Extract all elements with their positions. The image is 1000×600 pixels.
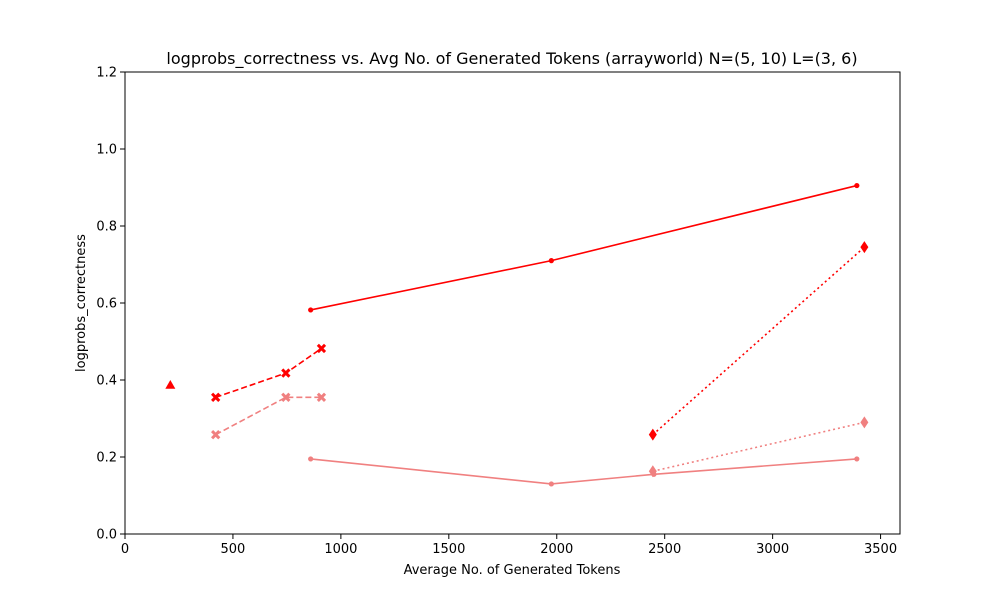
y-tick-label: 0.8 [96, 220, 117, 235]
x-tick-label: 3000 [756, 542, 789, 557]
y-tick-label: 1.0 [96, 143, 117, 158]
series-0-point [548, 258, 554, 264]
series-1-line [310, 458, 857, 485]
series-4-line [215, 396, 322, 436]
series-6-line [652, 421, 865, 473]
chart-title: logprobs_correctness vs. Avg No. of Gene… [166, 49, 857, 69]
series-3-point [211, 392, 221, 402]
series-4-point [281, 392, 291, 402]
y-tick-label: 0.4 [96, 374, 117, 389]
series-4-point [316, 392, 327, 402]
x-tick-label: 2500 [648, 542, 681, 557]
x-axis-label: Average No. of Generated Tokens [404, 563, 621, 578]
plot-area [165, 182, 869, 487]
y-tick-label: 0.0 [96, 528, 117, 543]
y-tick-label: 0.2 [96, 451, 117, 466]
x-tick-label: 1000 [324, 542, 357, 557]
y-tick-label: 1.2 [96, 66, 117, 81]
series-5-line [652, 246, 865, 436]
series-1-point [548, 481, 554, 487]
series-5-point [648, 428, 657, 441]
series-5-point [860, 241, 869, 254]
series-4-point [211, 430, 221, 440]
series-1-point [308, 456, 314, 462]
x-tick-label: 3500 [864, 542, 897, 557]
x-tick-label: 2000 [540, 542, 573, 557]
series-0-point [308, 307, 314, 313]
x-tick-label: 1500 [432, 542, 465, 557]
y-axis-label: logprobs_correctness [74, 234, 89, 372]
series-3-point [316, 343, 327, 354]
series-6-point [648, 465, 657, 478]
x-tick-label: 0 [121, 542, 129, 557]
series-1-point [854, 456, 860, 462]
series-0-point [854, 182, 860, 189]
series-6-point [860, 416, 869, 429]
axis-ticks: 0 500 1000 1500 2000 2500 3000 3500 0.0 0.2 0.4 0.6… [96, 66, 897, 558]
series-2-point [165, 380, 176, 389]
y-tick-label: 0.6 [96, 297, 117, 312]
x-tick-label: 500 [221, 542, 246, 557]
series-3-point [281, 368, 291, 378]
